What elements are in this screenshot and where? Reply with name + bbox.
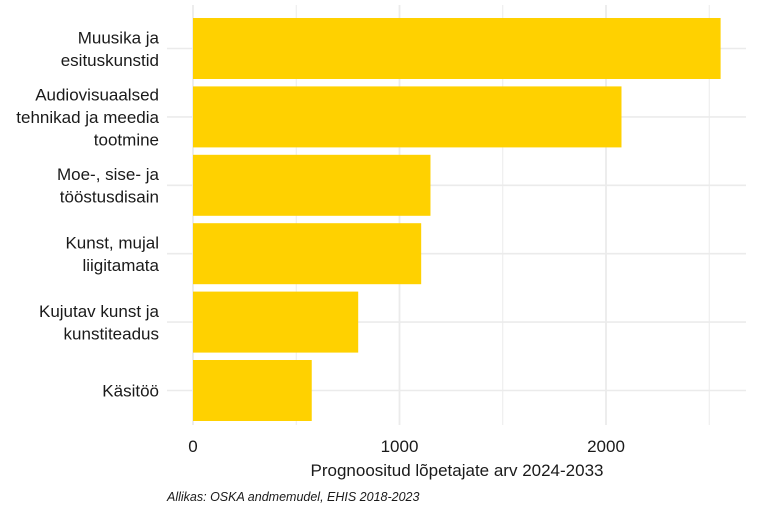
bar xyxy=(193,291,359,353)
category-label-line: esituskunstid xyxy=(61,51,159,70)
category-label-line: Käsitöö xyxy=(102,382,159,401)
source-note: Allikas: OSKA andmemudel, EHIS 2018-2023 xyxy=(166,490,419,504)
category-label-line: Audiovisuaalsed xyxy=(35,85,159,104)
category-label-line: tööstusdisain xyxy=(60,188,159,207)
category-label-line: tehnikad ja meedia xyxy=(16,108,159,127)
x-axis-title: Prognoositud lõpetajate arv 2024-2033 xyxy=(311,461,604,480)
category-labels: Muusika ja esituskunstid Audiovisuaalsed te… xyxy=(16,28,159,400)
category-label: Käsitöö xyxy=(102,382,159,401)
bar xyxy=(193,18,721,79)
x-tick-label: 0 xyxy=(188,437,197,456)
category-label-line: tootmine xyxy=(94,130,159,149)
x-tick-label: 2000 xyxy=(587,437,625,456)
x-tick-labels: 0 1000 2000 xyxy=(188,437,625,456)
bars xyxy=(193,18,721,421)
x-tick-label: 1000 xyxy=(381,437,419,456)
category-label-line: Kunst, mujal xyxy=(65,233,159,252)
category-label: Kunst, mujal liigitamata xyxy=(65,233,159,275)
category-label: Moe-, sise- ja tööstusdisain xyxy=(57,165,160,207)
category-label-line: Muusika ja xyxy=(78,28,160,47)
category-label: Kujutav kunst ja kunstiteadus xyxy=(39,302,160,344)
category-label-line: Moe-, sise- ja xyxy=(57,165,160,184)
bar xyxy=(193,86,622,148)
category-label-line: liigitamata xyxy=(82,256,159,275)
category-label: Muusika ja esituskunstid xyxy=(61,28,160,70)
bar xyxy=(193,360,312,421)
category-label: Audiovisuaalsed tehnikad ja meedia tootmin… xyxy=(16,85,159,149)
bar xyxy=(193,223,422,285)
category-label-line: kunstiteadus xyxy=(64,324,159,343)
bar xyxy=(193,154,431,216)
category-label-line: Kujutav kunst ja xyxy=(39,302,160,321)
